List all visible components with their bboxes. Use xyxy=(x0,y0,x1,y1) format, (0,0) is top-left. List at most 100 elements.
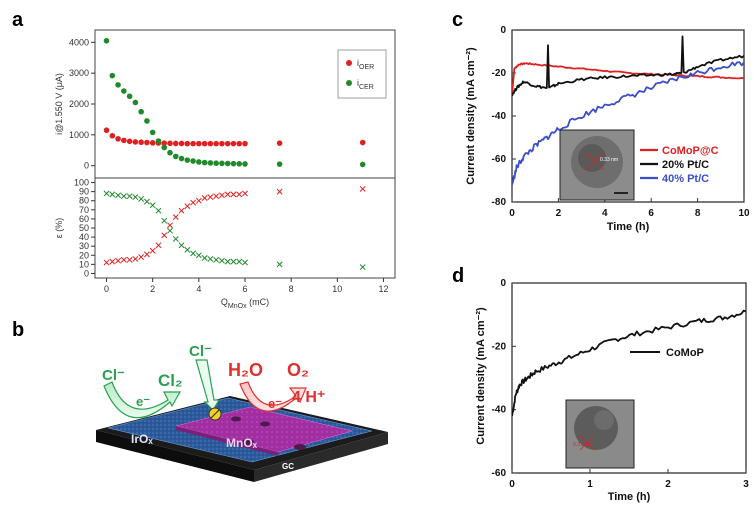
panel-a-bottom-point-ecer xyxy=(172,235,179,242)
panel-a-bottom-xtick-label: 6 xyxy=(242,284,247,294)
panel-a-bottom-point-eoer xyxy=(132,255,139,262)
panel-a-top-point-ioer xyxy=(132,139,139,145)
panel-a-top-point-icer xyxy=(121,88,127,94)
panel-d-xlabel: Time (h) xyxy=(608,491,651,503)
panel-a-bottom-point-ecer xyxy=(178,242,185,249)
legend-ioer-main: i xyxy=(357,58,359,68)
panel-a-top-point-icer xyxy=(207,160,214,166)
panel-a-top-ytick-label: 0 xyxy=(84,161,89,171)
panel-label-d: d xyxy=(452,265,464,287)
panel-label-b: b xyxy=(12,319,24,341)
water-oxidation-arrow xyxy=(239,381,307,412)
panel-d-inset-label: 0.31 nm xyxy=(573,442,591,448)
legend-icer-sub: CER xyxy=(359,84,374,91)
panel-a-top-point-ioer xyxy=(126,138,133,145)
panel-a-top-point-ioer xyxy=(219,140,225,147)
panel-c-ytick-label: 0 xyxy=(500,25,506,36)
panel-a-bottom-point-ecer xyxy=(149,202,156,209)
h2o-label: H₂O xyxy=(228,360,263,380)
panel-c-xtick-label: 0 xyxy=(509,208,515,219)
panel-a-bottom-ytick-label: 50 xyxy=(79,223,89,233)
legend-marker-icer xyxy=(346,80,352,86)
panel-a-bottom-point-eoer xyxy=(230,191,237,198)
panel-a-top-point-icer xyxy=(219,160,225,167)
panel-c-chart: 0 -20 -40 -60 -80 0 2 4 6 8 10 0.33 nm CoMoP@C 20%… xyxy=(465,25,750,233)
panel-a-top-point-icer xyxy=(161,144,168,151)
panel-a-top-point-ioer xyxy=(201,140,208,147)
panel-a-bottom-point-eoer xyxy=(359,185,366,192)
panel-a-bottom-point-eoer xyxy=(115,257,122,264)
panel-a-bottom-point-ecer xyxy=(126,193,133,200)
panel-a-top-point-icer xyxy=(224,160,231,167)
panel-a-bottom-point-eoer xyxy=(167,222,173,229)
o2-label: O₂ xyxy=(287,360,309,380)
panel-a-top-point-icer xyxy=(201,159,208,166)
panel-a-bottom-xtick-label: 8 xyxy=(289,284,294,294)
legend-label-icer: iCER xyxy=(357,78,374,91)
panel-a-top-point-ioer xyxy=(184,140,191,147)
panel-a-bottom-point-ecer xyxy=(190,250,197,257)
panel-a-top-point-ioer xyxy=(207,140,214,147)
panel-a-bottom-point-eoer xyxy=(195,197,202,204)
h-plus-label: 4 H⁺ xyxy=(292,389,325,406)
panel-a-bottom-point-ecer xyxy=(224,258,231,265)
panel-a-top-point-icer xyxy=(172,153,179,160)
panel-c-legend: CoMoP@C 20% Pt/C 40% Pt/C xyxy=(640,145,719,185)
panel-a-top-point-ioer xyxy=(276,140,283,146)
panel-c-ytick-label: -40 xyxy=(492,111,507,122)
panel-a-top-point-ioer xyxy=(149,140,156,146)
panel-a-top-ytick-label: 4000 xyxy=(69,37,89,47)
gc-substrate-right-side xyxy=(254,432,388,482)
mno-particle xyxy=(294,444,306,450)
panel-d-xtick-label: 3 xyxy=(743,479,749,490)
panel-c-series-line-20-pt-c xyxy=(512,35,744,96)
panel-a-bottom-point-eoer xyxy=(143,251,150,258)
panel-a-bottom-xtick-label: 2 xyxy=(150,284,155,294)
cl2-label: Cl₂ xyxy=(158,371,183,390)
panel-a-bottom-ytick-label: 70 xyxy=(79,205,89,215)
panel-a-xlabel-unit: (mC) xyxy=(247,297,270,307)
panel-a-top-point-icer xyxy=(236,161,243,167)
panel-d-ytick-label: 0 xyxy=(500,278,506,289)
cl-top-label: Cl⁻ xyxy=(189,343,212,360)
mno-particle xyxy=(242,439,254,445)
panel-a-bottom-point-ecer xyxy=(161,217,168,224)
mno-particle xyxy=(260,421,270,427)
cl-down-arrow xyxy=(195,359,221,411)
panel-a-top-point-icer xyxy=(103,37,110,44)
panel-a-bottom-point-eoer xyxy=(172,214,179,221)
panel-a-bottom-point-ecer xyxy=(195,252,202,259)
panel-a-top-point-ioer xyxy=(224,140,231,147)
panel-a-top-point-icer xyxy=(184,157,191,163)
panel-a-top-point-icer xyxy=(138,108,144,115)
panel-a-bottom-point-ecer xyxy=(115,192,122,199)
lattice-marker xyxy=(584,151,605,171)
panel-a-top-point-icer xyxy=(149,129,156,136)
panel-a-top-point-icer xyxy=(190,158,196,164)
panel-a-top-point-icer xyxy=(213,160,219,166)
panel-a-bottom-point-eoer xyxy=(103,259,110,266)
panel-a-top-point-ioer xyxy=(138,139,144,146)
panel-a-bottom-point-ecer xyxy=(236,258,243,265)
panel-label-c: c xyxy=(452,9,463,31)
panel-a-bottom-point-eoer xyxy=(126,256,133,263)
panel-a-bottom-ytick-label: 10 xyxy=(79,259,89,269)
electron-left-label: e⁻ xyxy=(136,394,150,409)
panel-a-top-point-ioer xyxy=(178,140,185,147)
panel-a-top-point-ioer xyxy=(115,136,121,142)
legend-icer-main: i xyxy=(357,78,359,88)
panel-a-top-point-ioer xyxy=(359,139,366,146)
panel-a-bottom-point-ecer xyxy=(103,190,110,197)
panel-a-bottom-point-ecer xyxy=(155,207,162,214)
panel-a-bottom-point-ecer xyxy=(218,257,225,264)
panel-a-top-point-icer xyxy=(155,138,162,144)
panel-a-bottom-point-ecer xyxy=(143,198,150,205)
panel-d-xtick-label: 2 xyxy=(665,479,671,490)
panel-a-bottom-point-eoer xyxy=(184,203,191,210)
panel-c-ytick-label: -60 xyxy=(492,154,507,165)
panel-a-top-point-icer xyxy=(115,82,121,88)
panel-a-top-point-icer xyxy=(242,161,248,167)
panel-a-bottom-point-ecer xyxy=(184,246,191,253)
